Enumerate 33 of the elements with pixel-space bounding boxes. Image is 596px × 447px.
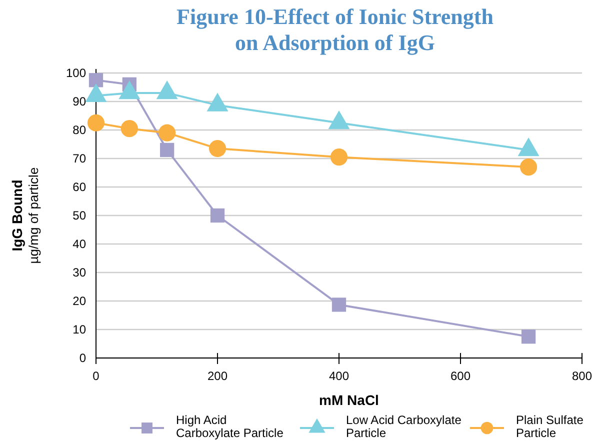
point xyxy=(210,208,225,223)
x-axis-title: mM NaCl xyxy=(319,392,379,408)
x-tick-label: 600 xyxy=(450,369,471,383)
x-tick-label: 0 xyxy=(92,369,100,383)
y-tick-label: 100 xyxy=(66,66,86,80)
legend-label: High Acid Carboxylate Particle xyxy=(176,413,284,440)
point xyxy=(87,114,105,132)
point xyxy=(521,330,536,344)
y-tick-label: 20 xyxy=(72,294,86,308)
x-tick-label: 200 xyxy=(207,369,228,383)
point xyxy=(208,140,226,158)
x-tick-label: 800 xyxy=(572,369,592,383)
chart-title: Figure 10-Effect of Ionic Strength on Adsorption of IgG xyxy=(176,4,494,55)
point xyxy=(158,124,176,142)
point xyxy=(332,298,346,312)
y-tick-label: 50 xyxy=(72,208,86,222)
point xyxy=(160,142,174,158)
point xyxy=(520,158,538,176)
point xyxy=(330,148,348,166)
y-axis-title: IgG Bound µg/mg of particle xyxy=(9,167,41,264)
y-tick-label: 40 xyxy=(72,237,86,251)
y-tick-label: 30 xyxy=(72,266,86,280)
point xyxy=(120,120,138,138)
y-tick-label: 90 xyxy=(72,94,86,108)
legend-label: Low Acid Carboxylate Particle xyxy=(346,413,462,440)
y-tick-label: 70 xyxy=(72,152,86,166)
y-tick-label: 10 xyxy=(72,322,86,336)
y-tick-label: 0 xyxy=(79,351,86,365)
y-tick-label: 60 xyxy=(72,180,86,194)
point xyxy=(88,73,104,88)
y-tick-label: 80 xyxy=(72,123,86,137)
legend-label: Plain Sulfate Particle xyxy=(516,413,584,440)
x-tick-label: 400 xyxy=(328,369,350,383)
